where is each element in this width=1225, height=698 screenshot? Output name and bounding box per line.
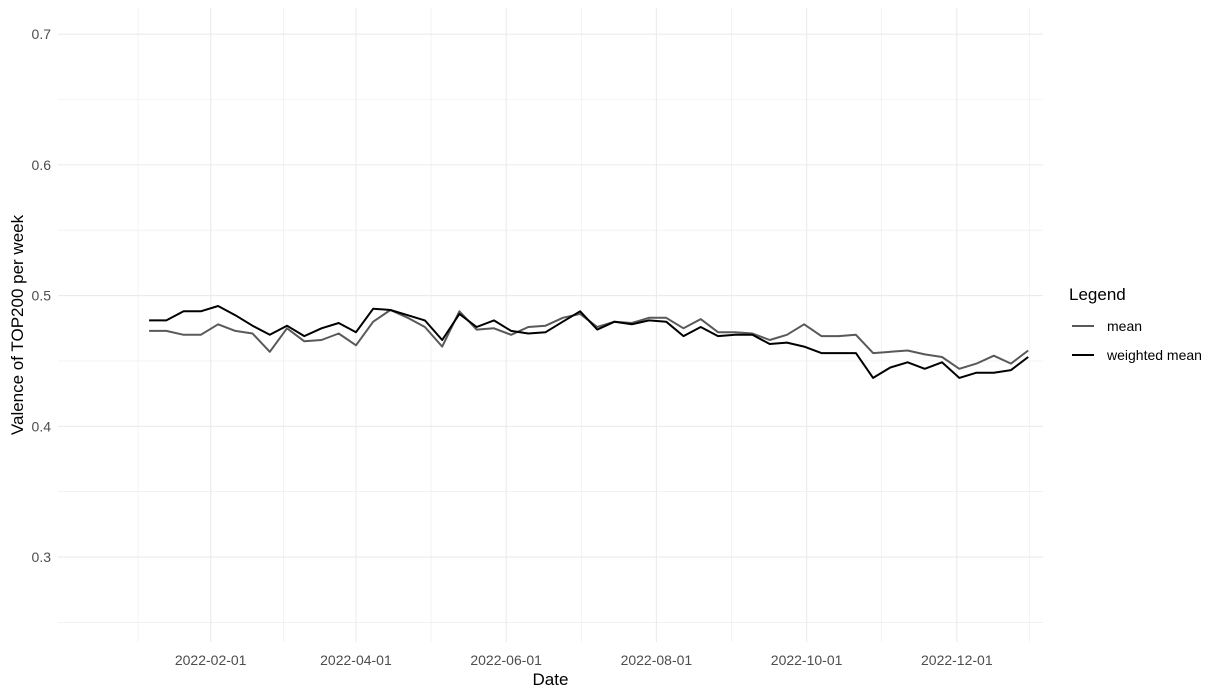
y-tick-label: 0.3 (32, 549, 52, 565)
y-axis-title: Valence of TOP200 per week (8, 214, 27, 435)
x-axis-title: Date (533, 670, 569, 689)
x-axis-ticks: 2022-02-01 2022-04-01 2022-06-01 2022-08-01… (175, 652, 993, 668)
y-axis-ticks: 0.3 0.4 0.5 0.6 0.7 (32, 26, 52, 565)
y-tick-label: 0.7 (32, 26, 52, 42)
legend-label-weighted-mean: weighted mean (1106, 347, 1202, 363)
x-tick-label: 2022-08-01 (621, 652, 693, 668)
x-tick-label: 2022-12-01 (921, 652, 993, 668)
legend-label-mean: mean (1107, 318, 1142, 334)
x-tick-label: 2022-10-01 (771, 652, 843, 668)
x-tick-label: 2022-06-01 (470, 652, 542, 668)
legend: Legend mean weighted mean (1069, 285, 1202, 363)
y-tick-label: 0.6 (32, 157, 52, 173)
series-lines (149, 305, 1029, 379)
grid (58, 8, 1043, 642)
x-tick-label: 2022-04-01 (320, 652, 392, 668)
y-tick-label: 0.5 (32, 288, 52, 304)
legend-items: mean weighted mean (1072, 318, 1202, 363)
legend-title: Legend (1069, 285, 1126, 304)
series-line-mean (149, 309, 1029, 370)
series-line-weighted-mean (149, 305, 1029, 379)
y-tick-label: 0.4 (32, 418, 52, 434)
x-tick-label: 2022-02-01 (175, 652, 247, 668)
